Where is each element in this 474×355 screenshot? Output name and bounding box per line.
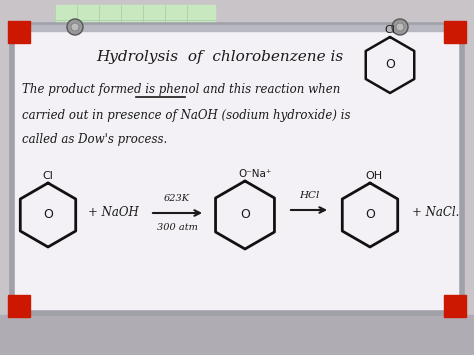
Bar — [12, 25, 462, 313]
Text: called as Dow's process.: called as Dow's process. — [22, 133, 167, 147]
Text: + NaOH: + NaOH — [88, 207, 139, 219]
Text: Hydrolysis  of  chlorobenzene is: Hydrolysis of chlorobenzene is — [96, 50, 344, 64]
Text: O: O — [385, 59, 395, 71]
Text: HCl: HCl — [299, 191, 319, 200]
Text: O: O — [365, 208, 375, 222]
Bar — [444, 295, 466, 317]
Text: 623K: 623K — [164, 194, 190, 203]
Text: O: O — [240, 208, 250, 222]
Text: Cl: Cl — [43, 171, 54, 181]
Bar — [15, 28, 459, 310]
Bar — [12, 25, 462, 31]
Text: OH: OH — [365, 171, 383, 181]
Bar — [55, 5, 215, 80]
Bar — [8, 295, 30, 317]
Bar — [8, 21, 30, 43]
Bar — [0, 315, 474, 355]
Circle shape — [67, 19, 83, 35]
Circle shape — [392, 19, 408, 35]
Text: O: O — [43, 208, 53, 222]
Circle shape — [396, 23, 404, 31]
Text: + NaCl.: + NaCl. — [412, 207, 459, 219]
Text: O⁻Na⁺: O⁻Na⁺ — [238, 169, 272, 179]
Text: carried out in presence of NaOH (sodium hydroxide) is: carried out in presence of NaOH (sodium … — [22, 109, 350, 121]
Text: The product formed is phenol and this reaction when: The product formed is phenol and this re… — [22, 83, 340, 97]
Text: Cl: Cl — [384, 25, 395, 35]
Bar — [444, 21, 466, 43]
Circle shape — [71, 23, 79, 31]
Text: 300 atm: 300 atm — [156, 223, 198, 232]
